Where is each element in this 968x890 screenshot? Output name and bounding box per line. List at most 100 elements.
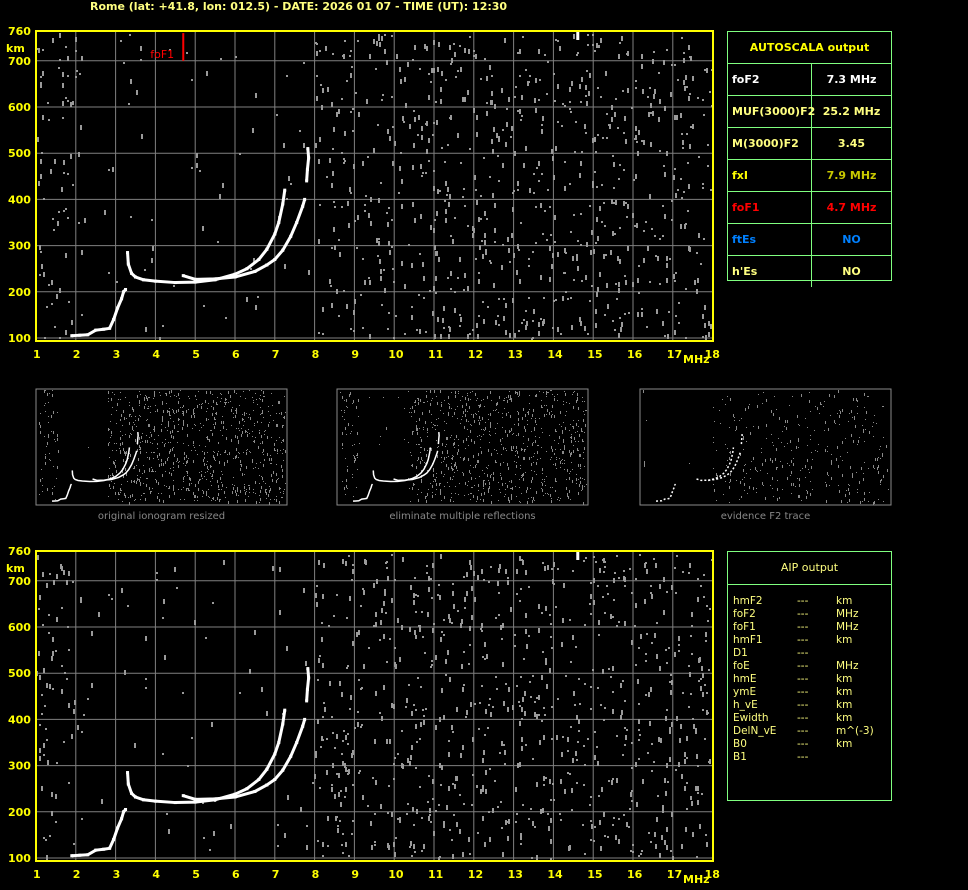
trace-point xyxy=(305,167,309,171)
aip-unit: km xyxy=(836,634,853,646)
y-tick-label: 700 xyxy=(8,55,31,68)
y-tick-label: 600 xyxy=(8,101,31,114)
trace-point xyxy=(295,221,299,224)
aip-unit: MHz xyxy=(836,608,859,620)
trace-point xyxy=(126,251,130,255)
x-tick-label: 3 xyxy=(113,868,121,881)
trace-point xyxy=(301,204,305,208)
trace-point xyxy=(305,179,309,183)
trace-point xyxy=(108,846,112,850)
trace-point xyxy=(116,306,120,310)
aip-unit: km xyxy=(836,712,853,724)
x-tick-label: 10 xyxy=(388,348,404,361)
x-tick-label: 12 xyxy=(468,348,483,361)
aip-param: B1 xyxy=(733,751,747,763)
param-label: foF1 xyxy=(728,192,812,223)
trace-point xyxy=(116,826,120,830)
aip-value: --- xyxy=(797,621,809,633)
aip-row: hmF1 --- km xyxy=(728,634,891,647)
trace-point xyxy=(253,269,257,273)
aip-unit: MHz xyxy=(836,660,859,672)
y-tick-label: 100 xyxy=(8,852,31,865)
param-label: foF2 xyxy=(728,64,812,95)
trace-point xyxy=(193,280,197,284)
plot-frame xyxy=(35,550,714,862)
trace-point xyxy=(108,326,112,330)
param-label: MUF(3000)F2 xyxy=(728,96,815,127)
aip-row: foE --- MHz xyxy=(728,660,891,673)
trace-point xyxy=(277,221,281,224)
trace-point xyxy=(306,147,310,151)
param-value: 3.45 xyxy=(837,137,866,150)
x-tick-label: 4 xyxy=(152,348,160,361)
param-label: h'Es xyxy=(728,256,812,287)
y-tick-label: 700 xyxy=(8,575,31,588)
caption-evidence: evidence F2 trace xyxy=(720,511,811,522)
noise-dots xyxy=(576,32,580,40)
noise-dots xyxy=(340,390,587,505)
trace-point xyxy=(122,810,126,814)
trace-line-3 xyxy=(305,668,311,702)
aip-value: --- xyxy=(797,751,809,763)
trace-line-0 xyxy=(71,288,127,338)
aip-param: hmF1 xyxy=(733,634,763,646)
y-tick-label: 500 xyxy=(8,147,31,160)
aip-unit: m^(-3) xyxy=(836,725,874,737)
aip-value: --- xyxy=(797,686,809,698)
x-tick-label: 14 xyxy=(547,868,563,881)
x-tick-label: 15 xyxy=(587,868,602,881)
trace-point xyxy=(265,263,269,267)
aip-param: h_vE xyxy=(733,699,758,711)
aip-value: --- xyxy=(797,673,809,685)
trace-point xyxy=(141,278,145,282)
aip-param: ymE xyxy=(733,686,757,698)
param-value: NO xyxy=(842,233,861,246)
y-tick-label: 500 xyxy=(8,667,31,680)
aip-row: foF1 --- MHz xyxy=(728,621,891,634)
x-tick-label: 14 xyxy=(547,348,563,361)
trace-point xyxy=(86,853,90,857)
aip-row: ymE --- km xyxy=(728,686,891,699)
trace-point xyxy=(134,795,137,799)
trace-point xyxy=(193,800,197,804)
caption-original: original ionogram resized xyxy=(97,511,226,522)
trace-point xyxy=(141,798,145,802)
trace-line-0 xyxy=(71,808,127,858)
aip-output-table: AIP output hmF2 --- km foF2 --- MHz foF1 --- MHz… xyxy=(727,551,892,801)
x-tick-label: 5 xyxy=(192,348,200,361)
autoscala-header: AUTOSCALA output xyxy=(728,32,891,64)
trace-point xyxy=(289,234,293,238)
trace-point xyxy=(283,188,287,192)
mini-trace xyxy=(352,483,374,502)
page-title: Rome (lat: +41.8, lon: 012.5) - DATE: 20… xyxy=(90,0,508,13)
x-tick-label: 8 xyxy=(312,348,320,361)
mini-panel-2 xyxy=(639,388,892,506)
aip-unit: MHz xyxy=(836,621,859,633)
mini-panel-0 xyxy=(35,388,288,506)
aip-row: D1 --- xyxy=(728,647,891,660)
autoscala-row-0: foF2 7.3 MHz xyxy=(728,64,891,96)
mini-panel-1 xyxy=(336,388,589,506)
aip-value: --- xyxy=(797,634,809,646)
trace-point xyxy=(153,799,157,803)
mini-trace xyxy=(393,450,439,482)
x-tick-label: 4 xyxy=(152,868,160,881)
y-tick-label: 400 xyxy=(8,193,31,206)
aip-param: hmF2 xyxy=(733,595,763,607)
trace-point xyxy=(94,328,98,332)
aip-param: foF2 xyxy=(733,608,756,620)
autoscala-row-5: ftEs NO xyxy=(728,224,891,256)
trace-point xyxy=(233,795,237,799)
trace-point xyxy=(94,848,98,852)
trace-point xyxy=(173,801,177,805)
y-tick-label: 760 xyxy=(8,545,31,558)
trace-line-3 xyxy=(305,148,311,182)
trace-point xyxy=(303,717,307,721)
aip-value: --- xyxy=(797,595,809,607)
x-tick-label: 16 xyxy=(627,348,643,361)
trace-point xyxy=(281,768,285,772)
aip-unit: km xyxy=(836,738,853,750)
trace-point xyxy=(265,767,269,771)
